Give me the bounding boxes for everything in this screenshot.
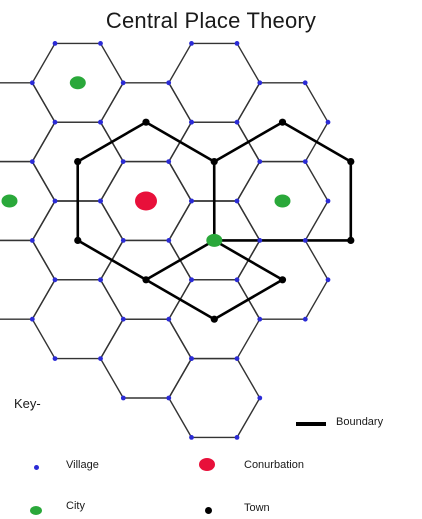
hexagon: [167, 42, 261, 123]
village-marker: [257, 316, 263, 322]
village-marker: [189, 41, 194, 46]
village-marker: [325, 198, 331, 204]
town-marker: [142, 276, 150, 284]
city-layer: [1, 76, 291, 247]
village-layer: [29, 41, 331, 440]
village-marker: [325, 119, 331, 125]
village-marker: [29, 238, 35, 243]
village-marker: [120, 395, 126, 401]
village-marker: [52, 41, 58, 46]
village-marker: [29, 316, 35, 322]
village-marker: [52, 119, 58, 125]
conurbation-marker: [135, 191, 157, 211]
village-key-icon: [34, 465, 39, 470]
boundary-line: [213, 120, 284, 163]
village-marker: [98, 41, 103, 46]
village-marker: [189, 198, 194, 204]
town-key-icon: [205, 507, 212, 514]
conurbation-key-icon: [199, 458, 215, 471]
boundary-layer: [76, 120, 353, 321]
town-marker: [278, 118, 287, 126]
village-marker: [302, 80, 308, 86]
page-title: Central Place Theory: [105, 8, 317, 33]
village-marker: [234, 435, 240, 440]
village-marker: [166, 316, 172, 322]
city-marker: [206, 233, 223, 247]
village-marker: [234, 356, 240, 361]
key-heading: Key-: [14, 396, 41, 411]
village-marker: [234, 198, 240, 204]
village-marker: [189, 435, 194, 440]
town-marker: [74, 158, 82, 166]
village-marker: [257, 395, 263, 401]
village-marker: [189, 277, 194, 283]
village-key-label: Village: [66, 459, 99, 471]
village-marker: [166, 80, 172, 86]
boundary-key-line: [296, 422, 326, 426]
village-marker: [98, 198, 103, 204]
village-marker: [166, 238, 172, 243]
village-marker: [166, 159, 172, 165]
city-marker: [274, 194, 291, 208]
village-marker: [189, 356, 194, 361]
conurbation-key-label: Conurbation: [244, 459, 304, 471]
village-marker: [302, 238, 308, 243]
city-key-icon: [30, 506, 42, 515]
village-marker: [98, 356, 103, 361]
city-marker: [1, 194, 18, 208]
town-layer: [74, 118, 355, 323]
village-marker: [325, 277, 331, 283]
village-marker: [120, 159, 126, 165]
town-marker: [74, 236, 82, 244]
hexagon: [0, 239, 56, 320]
village-marker: [234, 41, 240, 46]
village-marker: [234, 277, 240, 283]
village-marker: [29, 159, 35, 165]
hexagon: [167, 357, 261, 439]
town-marker: [347, 236, 355, 244]
village-marker: [98, 119, 103, 125]
village-marker: [98, 277, 103, 283]
village-marker: [234, 119, 240, 125]
boundary-line: [145, 239, 284, 321]
village-marker: [120, 80, 126, 86]
boundary-line: [214, 121, 353, 242]
village-marker: [257, 159, 263, 165]
village-marker: [52, 277, 58, 283]
village-marker: [189, 119, 194, 125]
village-marker: [302, 159, 308, 165]
hexagon: [99, 318, 193, 399]
village-marker: [257, 238, 263, 243]
town-marker: [210, 315, 218, 323]
village-marker: [120, 238, 126, 243]
town-key-label: Town: [244, 502, 270, 514]
village-marker: [52, 198, 58, 204]
village-marker: [120, 316, 126, 322]
town-marker: [142, 118, 150, 126]
town-marker: [347, 158, 355, 166]
city-marker: [69, 76, 86, 90]
city-key-label: City: [66, 500, 85, 512]
village-marker: [52, 356, 58, 361]
village-marker: [166, 395, 172, 401]
town-marker: [278, 276, 287, 284]
hexagon: [31, 279, 125, 360]
hexagon: [0, 82, 56, 163]
village-marker: [302, 316, 308, 322]
boundary-key-label: Boundary: [336, 416, 384, 428]
village-marker: [257, 80, 263, 86]
village-marker: [29, 80, 35, 86]
town-marker: [210, 158, 218, 166]
